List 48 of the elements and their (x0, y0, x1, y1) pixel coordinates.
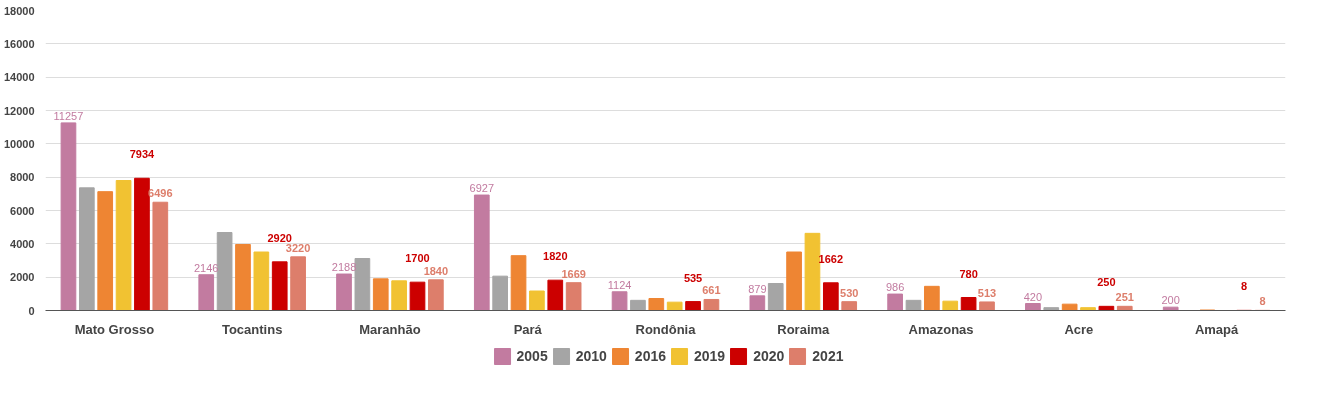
data-label: 1840 (423, 264, 449, 277)
data-label: 535 (683, 271, 703, 284)
x-tick-label: Acre (1064, 321, 1094, 337)
data-label: 1669 (561, 267, 586, 280)
y-tick-label: 18000 (3, 4, 35, 17)
data-label: 2920 (267, 231, 292, 244)
legend-label: 2020 (753, 348, 785, 364)
data-label: 3220 (285, 241, 311, 254)
data-label: 7934 (129, 148, 156, 161)
x-tick-label: Tocantins (221, 321, 283, 337)
data-label: 1820 (543, 250, 568, 263)
y-tick-label: 10000 (3, 137, 35, 150)
data-label: 1700 (405, 252, 430, 265)
data-label: 420 (1023, 290, 1043, 303)
legend-label: 2016 (634, 348, 666, 364)
data-label: 1124 (607, 278, 632, 291)
x-tick-label: Maranhão (359, 321, 421, 337)
data-label: 780 (959, 267, 978, 280)
data-label: 986 (885, 281, 905, 294)
y-tick-label: 16000 (3, 37, 35, 50)
y-tick-label: 12000 (3, 104, 35, 117)
legend-label: 2010 (575, 348, 607, 364)
x-tick-label: Amapá (1194, 321, 1240, 337)
legend-label: 2021 (812, 348, 844, 364)
data-label: 200 (1161, 294, 1180, 307)
y-tick-label: 0 (28, 304, 35, 317)
data-label: 879 (748, 282, 767, 295)
data-label: 8 (1259, 295, 1266, 308)
y-tick-label: 8000 (10, 171, 35, 184)
data-label: 513 (977, 286, 997, 299)
data-label: 6927 (469, 182, 495, 195)
y-tick-label: 2000 (10, 271, 35, 284)
y-tick-label: 14000 (3, 71, 35, 84)
x-tick-label: Roraima (777, 321, 831, 337)
data-label: 8 (1241, 280, 1248, 293)
y-tick-label: 4000 (10, 237, 35, 250)
data-label: 250 (1097, 276, 1116, 289)
x-tick-label: Pará (513, 321, 543, 337)
legend-label: 2005 (516, 348, 548, 364)
x-tick-label: Amazonas (908, 321, 974, 337)
x-tick-label: Rondônia (635, 321, 697, 337)
data-label: 530 (840, 286, 859, 299)
data-label: 661 (702, 284, 721, 297)
x-tick-label: Mato Grosso (74, 321, 155, 337)
legend-label: 2019 (694, 348, 726, 364)
data-label: 251 (1115, 291, 1134, 304)
data-label: 11257 (53, 109, 84, 122)
y-tick-label: 6000 (10, 204, 35, 217)
